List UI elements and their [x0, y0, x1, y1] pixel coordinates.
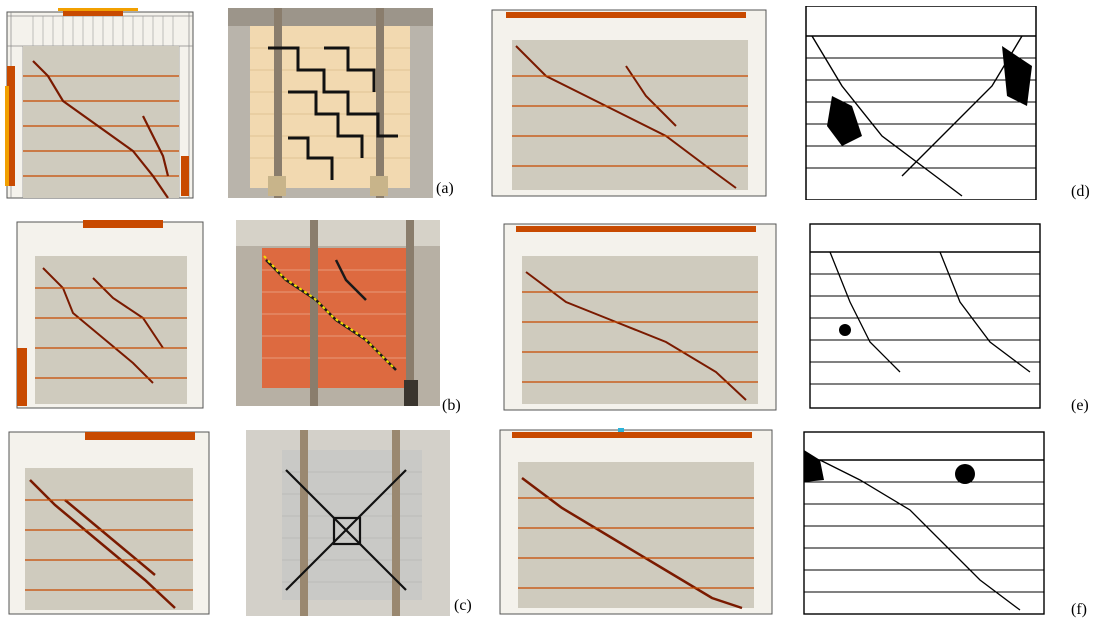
- panel-label-e: (e): [1071, 397, 1089, 414]
- panel-c-numerical-model: [5, 430, 215, 616]
- panel-label-c: (c): [454, 597, 472, 614]
- panel-c-test-photo: [246, 430, 450, 616]
- panel-label-d: (d): [1071, 183, 1090, 200]
- panel-d-crack-sketch: [782, 6, 1064, 200]
- panel-e-numerical-model: [496, 222, 784, 412]
- panel-label-a: (a): [436, 180, 454, 197]
- panel-label-b: (b): [442, 397, 461, 414]
- panel-b-test-photo: [236, 220, 440, 406]
- panel-d-numerical-model: [486, 6, 772, 198]
- panel-a-test-photo: [228, 8, 433, 198]
- panel-b-numerical-model: [13, 218, 209, 410]
- panel-a-numerical-model: [3, 6, 199, 202]
- panel-f-numerical-model: [492, 428, 780, 616]
- panel-f-crack-sketch: [790, 430, 1066, 616]
- panel-label-f: (f): [1071, 601, 1087, 618]
- panel-e-crack-sketch: [790, 222, 1066, 412]
